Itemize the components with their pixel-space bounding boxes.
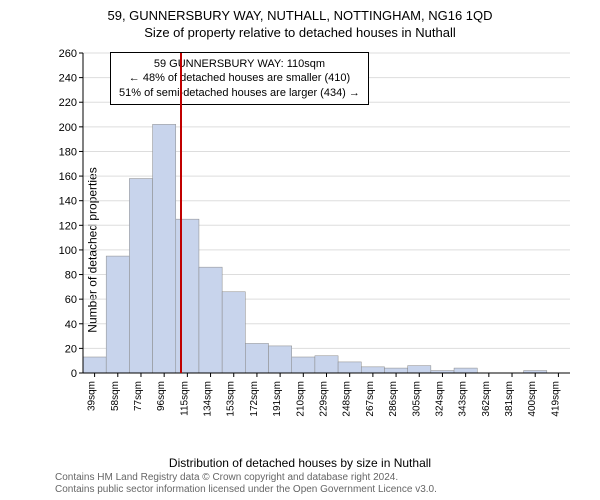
svg-text:60: 60 [65,294,77,306]
svg-text:134sqm: 134sqm [203,381,214,417]
svg-text:77sqm: 77sqm [133,381,144,411]
callout-box: 59 GUNNERSBURY WAY: 110sqm ← 48% of deta… [110,52,369,105]
svg-text:120: 120 [59,220,77,232]
svg-text:80: 80 [65,270,77,282]
svg-text:210sqm: 210sqm [295,381,306,417]
svg-text:153sqm: 153sqm [226,381,237,417]
svg-text:400sqm: 400sqm [527,381,538,417]
svg-text:39sqm: 39sqm [87,381,98,411]
x-axis-label: Distribution of detached houses by size … [169,456,431,470]
svg-text:191sqm: 191sqm [272,381,283,417]
svg-text:100: 100 [59,245,77,257]
svg-text:140: 140 [59,196,77,208]
svg-text:229sqm: 229sqm [319,381,330,417]
title-sub: Size of property relative to detached ho… [0,23,600,40]
svg-text:40: 40 [65,319,77,331]
svg-text:324sqm: 324sqm [434,381,445,417]
svg-text:172sqm: 172sqm [249,381,260,417]
svg-text:260: 260 [59,48,77,60]
callout-line-1: 59 GUNNERSBURY WAY: 110sqm [119,57,360,71]
svg-text:419sqm: 419sqm [550,381,561,417]
property-marker-line [180,53,182,373]
svg-text:160: 160 [59,171,77,183]
svg-text:0: 0 [71,368,77,380]
svg-text:220: 220 [59,97,77,109]
svg-text:96sqm: 96sqm [156,381,167,411]
svg-text:115sqm: 115sqm [179,381,190,416]
svg-text:20: 20 [65,343,77,355]
footnote-line-1: Contains HM Land Registry data © Crown c… [55,472,437,484]
title-main: 59, GUNNERSBURY WAY, NUTHALL, NOTTINGHAM… [0,0,600,23]
callout-line-3: 51% of semi-detached houses are larger (… [119,86,360,100]
svg-text:240: 240 [59,73,77,85]
chart-container: 59, GUNNERSBURY WAY, NUTHALL, NOTTINGHAM… [0,0,600,500]
footnote-line-2: Contains public sector information licen… [55,484,437,496]
footnote: Contains HM Land Registry data © Crown c… [55,472,437,496]
svg-text:58sqm: 58sqm [110,381,121,411]
svg-text:286sqm: 286sqm [388,381,399,417]
svg-text:200: 200 [59,122,77,134]
svg-text:381sqm: 381sqm [504,381,515,417]
svg-text:343sqm: 343sqm [458,381,469,417]
svg-text:248sqm: 248sqm [342,381,353,417]
callout-line-2: ← 48% of detached houses are smaller (41… [119,71,360,85]
svg-text:180: 180 [59,146,77,158]
svg-text:362sqm: 362sqm [481,381,492,417]
svg-text:267sqm: 267sqm [365,381,376,417]
svg-text:305sqm: 305sqm [411,381,422,417]
